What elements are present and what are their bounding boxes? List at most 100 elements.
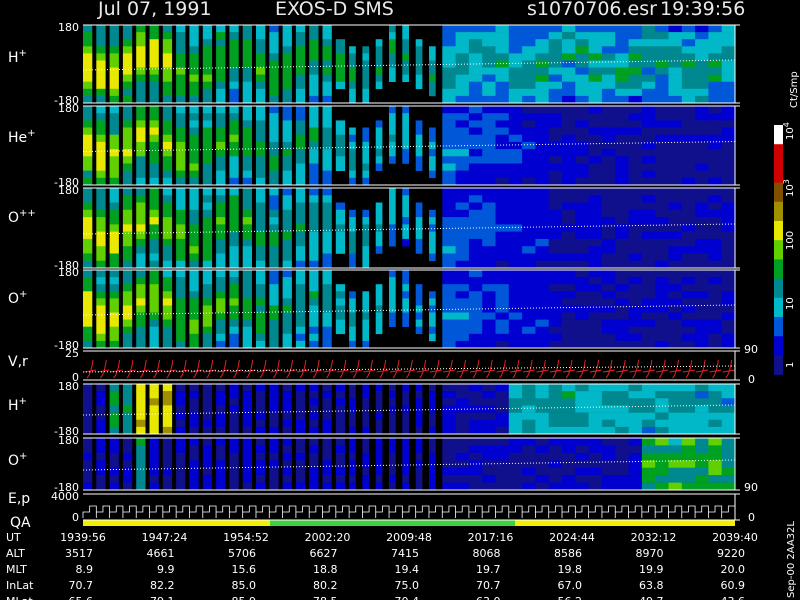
spectrogram-cell [362,238,370,247]
spectrogram-cell [309,238,319,247]
spectrogram-cell [721,209,736,218]
spectrogram-cell [615,475,629,483]
spectrogram-cell [508,170,523,179]
spectrogram-cell [229,426,239,435]
spectrogram-cell [96,253,106,262]
spectrogram-cell [389,53,396,61]
spectrogram-cell [96,32,106,40]
spectrogram-cell [695,405,709,413]
spectrogram-cell [681,452,696,461]
spectrogram-cell [548,202,563,211]
spectrogram-cell [149,46,159,54]
colorbar-cell [774,182,783,203]
spectrogram-cell [628,238,643,247]
spectrogram-cell [349,209,356,218]
spectrogram-cell [295,398,306,406]
spectrogram-cell [162,209,173,218]
spectrogram-cell [349,438,356,446]
spectrogram-cell [109,156,119,164]
spectrogram-cell [721,39,736,47]
spectrogram-cell [468,39,483,47]
spectrogram-cell [309,467,319,476]
spectrogram-cell [109,188,119,196]
spectrogram-cell [162,270,173,278]
spectrogram-cell [508,74,523,82]
spectrogram-cell [562,291,576,299]
spectrogram-cell [122,438,133,446]
spectrogram-cell [548,391,563,399]
spectrogram-cell [695,224,709,232]
spectrogram-cell [482,277,496,285]
spectrogram-cell [548,46,563,54]
spectrogram-cell [362,149,370,157]
spectrogram-cell [628,217,643,225]
spectrogram-cell [695,270,709,278]
spectrogram-cell [295,209,306,218]
spectrogram-cell [149,246,159,254]
spectrogram-cell [189,53,199,61]
spectrogram-cell [402,195,409,203]
spectrogram-cell [362,460,370,468]
spectrogram-cell [256,60,266,68]
spectrogram-cell [83,95,93,104]
label-text: He [8,130,27,146]
spectrogram-cell [96,81,106,90]
spectrogram-cell [242,81,252,90]
spectrogram-cell [455,426,470,435]
spectrogram-cell [322,438,332,446]
spectrogram-cell [189,270,199,278]
spectrogram-cell [322,270,332,278]
spectrogram-cell [256,134,266,143]
spectrogram-cell [322,391,332,399]
spectrogram-cell [309,120,319,128]
spectrogram-cell [282,195,292,203]
spectrogram-cell [149,177,159,186]
spectrogram-cell [309,398,319,406]
spectrogram-cell [455,445,470,454]
spectrogram-cell [176,445,186,454]
spectrogram-cell [176,170,186,179]
spectrogram-cell [162,231,173,240]
spectrogram-cell [721,46,736,54]
spectrogram-cell [322,482,332,491]
spectrogram-cell [455,163,470,171]
spectrogram-cell [402,39,409,47]
spectrogram-cell [122,291,133,299]
spectrogram-cell [681,482,696,491]
spectrogram-cell [668,238,683,247]
spectrogram-cell [322,156,332,164]
y-tick-label: 0 [72,371,79,384]
spectrogram-cell [668,426,683,435]
spectrogram-cell [162,391,173,399]
spectrogram-cell [96,319,106,327]
trace-line [82,459,736,471]
spectrogram-cell [269,156,279,164]
spectrogram-cell [601,467,616,476]
spectrogram-cell [122,156,133,164]
spectrogram-cell [468,195,483,203]
spectrogram-cell [176,39,186,47]
spectrogram-cell [495,238,510,247]
spectrogram-cell [455,319,470,327]
spectrogram-cell [136,438,146,446]
spectrogram-cell [256,445,266,454]
spectrogram-cell [83,475,93,483]
spectrogram-cell [189,74,199,82]
spectrogram-cell [575,156,590,164]
spectrogram-cell [482,398,496,406]
spectrogram-cell [415,149,423,157]
spectrogram-cell [83,163,93,171]
spectrogram-cell [455,277,470,285]
spectrogram-cell [96,74,106,82]
colorbar-cell [774,297,783,318]
spectrogram-cell [149,467,159,476]
spectrogram-cell [322,224,332,232]
label-superscript: + [19,396,27,407]
colorbar-cell [774,355,783,375]
spectrogram-cell [282,106,292,114]
spectrogram-cell [242,298,252,306]
spectrogram-cell [508,460,523,468]
spectrogram-cell [256,170,266,179]
spectrogram-cell [468,25,483,33]
spectrogram-cell [309,95,319,104]
